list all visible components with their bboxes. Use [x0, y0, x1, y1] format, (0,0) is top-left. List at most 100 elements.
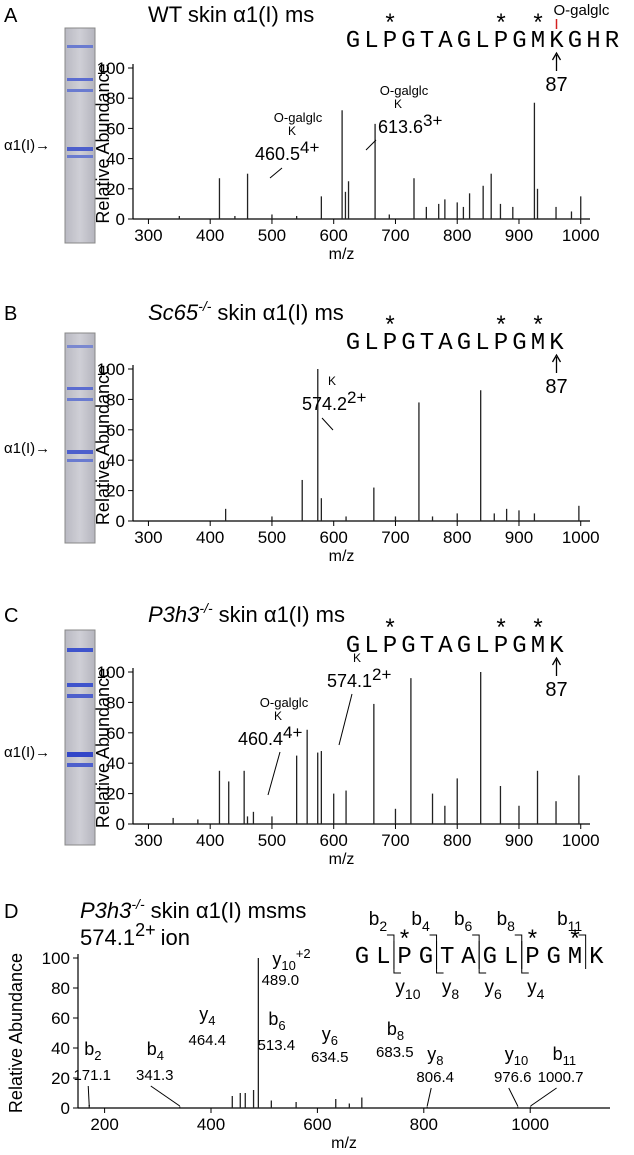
y-tick-label: 100 [97, 59, 125, 78]
gel-label: α1(I)→ [4, 744, 50, 761]
residue: R [605, 28, 619, 55]
y-axis-label: Relative Abundance [93, 668, 113, 828]
b-ion-label: b4 [411, 909, 430, 934]
residue: M [531, 28, 545, 55]
gel-label: α1(I)→ [4, 137, 50, 154]
fragment-leader [530, 1087, 557, 1107]
b-ion-label-part: b [454, 909, 465, 930]
y-tick-label: 100 [97, 360, 125, 379]
residue: L [364, 28, 378, 55]
residue-mark: * [570, 925, 579, 952]
residue-mark: * [385, 9, 394, 36]
y-tick-label: 60 [51, 1009, 70, 1028]
fragment-ion: y8 [427, 1044, 443, 1068]
residue-mark: * [385, 311, 394, 338]
chart-title-part: P3h3 [80, 898, 132, 923]
x-tick-label: 500 [258, 831, 286, 850]
y-tick-label: 20 [106, 180, 125, 199]
residue: A [438, 28, 453, 55]
fragment-mass: 513.4 [258, 1037, 296, 1054]
chart-subtitle: 574.12+ ion [80, 920, 190, 950]
x-tick-label: 300 [134, 226, 162, 245]
residue: A [438, 633, 453, 660]
fragment-mass: 489.0 [262, 972, 300, 989]
residue-mark: * [400, 925, 409, 952]
residue-mark: * [496, 9, 505, 36]
b-ion-label-part: b [557, 909, 568, 930]
b-ion-label-part: 6 [465, 918, 473, 934]
b-bracket [578, 934, 587, 969]
site-number: 87 [545, 376, 567, 398]
residue: A [438, 330, 453, 357]
chart-subtitle-part: 2+ [135, 920, 156, 940]
fragment-ion: b8 [387, 1019, 404, 1043]
y-ion-label-part: 6 [494, 986, 502, 1002]
gel-band [67, 147, 93, 151]
residue-mark: * [385, 614, 394, 641]
residue: G [346, 633, 360, 660]
x-tick-label: 1000 [511, 1115, 549, 1134]
gel-label: α1(I)→ [4, 440, 50, 457]
x-tick-label: 400 [196, 226, 224, 245]
chart-title: P3h3-/- skin α1(I) msms [80, 896, 306, 923]
fragment-ion: y10 [505, 1044, 528, 1068]
residue: P [494, 28, 508, 55]
x-tick-label: 1000 [562, 226, 600, 245]
residue: P [383, 330, 397, 357]
residue: G [457, 330, 471, 357]
peak-annotation-part: 4+ [300, 138, 319, 157]
fragment-ion-part: b [84, 1039, 94, 1059]
b-ion-label-part: 4 [422, 918, 430, 934]
y-tick-label: 60 [106, 724, 125, 743]
annotation-residue: K [394, 97, 402, 111]
y-ion-label: y10 [395, 977, 420, 1002]
peak-annotation: 460.44+ [238, 723, 303, 749]
fragment-ion-part: 10 [514, 1053, 528, 1068]
y-tick-label: 20 [106, 785, 125, 804]
gel-lane [64, 27, 96, 244]
fragment-ion-part: 6 [331, 1033, 338, 1048]
modified-residue: K [549, 633, 564, 660]
gel-band [67, 78, 93, 81]
x-tick-label: 400 [197, 1115, 225, 1134]
x-tick-label: 800 [443, 831, 471, 850]
residue: L [364, 633, 378, 660]
x-tick-label: 400 [196, 831, 224, 850]
panel-label: D [4, 901, 18, 923]
b-ion-label-part: 11 [568, 918, 583, 934]
panel-label: C [4, 605, 18, 627]
residue-mark: * [496, 311, 505, 338]
fragment-ion-part: b [147, 1039, 157, 1059]
fragment-leader [150, 1085, 181, 1107]
residue: P [383, 28, 397, 55]
gel-band [67, 155, 93, 158]
y-tick-label: 100 [97, 663, 125, 682]
fragment-mass: 683.5 [376, 1044, 414, 1061]
gel-band [67, 45, 93, 48]
annotation-mod: O-galglc [274, 110, 323, 125]
gel-band [67, 398, 93, 401]
x-tick-label: 600 [320, 226, 348, 245]
fragment-ion-part: +2 [296, 946, 311, 961]
x-tick-label: 800 [410, 1115, 438, 1134]
fragment-ion: y10+2 [272, 946, 310, 973]
y-ion-label-part: y [527, 977, 537, 998]
modified-residue: K [549, 330, 564, 357]
b-ion-label-part: 8 [507, 918, 515, 934]
chart-title-part: skin α1(I) ms [219, 602, 345, 627]
annotation-leader [267, 751, 281, 796]
x-tick-label: 1000 [562, 831, 600, 850]
site-arrowhead [551, 51, 562, 61]
peak-annotation-part: 574.2 [302, 394, 347, 414]
x-axis-label: m/z [329, 246, 355, 263]
annotation-residue: K [274, 709, 282, 723]
gel-band [67, 387, 93, 390]
residue-mark: * [533, 614, 542, 641]
fragment-leader [87, 1085, 90, 1107]
annotation-residue: K [353, 651, 361, 665]
modified-residue: K [549, 28, 564, 55]
fragment-ion-part: 8 [397, 1028, 404, 1043]
y-tick-label: 60 [106, 421, 125, 440]
annotation-leader [321, 417, 334, 431]
gel-band [67, 763, 93, 767]
